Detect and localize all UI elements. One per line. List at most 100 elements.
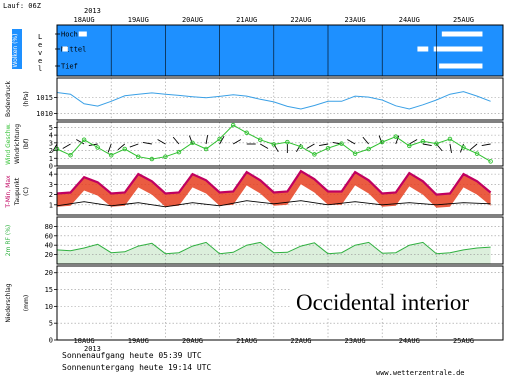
run-label: Lauf: 06Z bbox=[3, 2, 41, 10]
wind-direction-barb bbox=[157, 139, 166, 145]
site-url: www.wetterzentrale.de bbox=[376, 369, 465, 377]
wind-speed-point bbox=[81, 137, 87, 143]
cloud-axis-label: Wolken (%) bbox=[12, 34, 19, 68]
wind-speed-point bbox=[244, 130, 249, 136]
bottom-date-label: 18AUG bbox=[74, 337, 95, 345]
dewpoint-line bbox=[56, 200, 491, 208]
y-tick-label: 0 bbox=[49, 163, 53, 171]
wind-speed-point bbox=[420, 139, 426, 144]
watermark-background bbox=[290, 288, 500, 318]
top-date-labels: 18AUG 19AUG 20AUG 21AUG 22AUG 23AUG 24AUG 25AUG bbox=[74, 16, 474, 24]
wind-direction-barb bbox=[449, 143, 452, 153]
bottom-date-label: 19AUG bbox=[128, 337, 149, 345]
wind-speed-point bbox=[298, 144, 304, 149]
wind-direction-barb bbox=[107, 143, 112, 153]
panel-frame bbox=[56, 265, 504, 341]
y-tick-label: 3 bbox=[49, 181, 53, 189]
panel-axis-label: (hPa) bbox=[23, 91, 30, 107]
wind-direction-barb bbox=[76, 139, 85, 145]
panel-axis-label: 2m RF (%) bbox=[5, 225, 12, 256]
wind-speed-point bbox=[163, 154, 168, 159]
wind-speed-point bbox=[474, 151, 480, 156]
wind-direction-barb bbox=[117, 143, 126, 151]
wind-direction-barb bbox=[52, 143, 58, 153]
panel-axis-label: T-Min, Max bbox=[5, 175, 12, 209]
panel-frame bbox=[56, 121, 504, 167]
wind-direction-barb bbox=[395, 135, 400, 145]
wind-direction-barb bbox=[219, 135, 225, 145]
panel-frame bbox=[56, 216, 504, 265]
wind-speed-point bbox=[190, 140, 195, 146]
wind-speed-point bbox=[393, 134, 399, 139]
bottom-date-label: 24AUG bbox=[399, 337, 420, 345]
wind-speed-point bbox=[230, 122, 236, 128]
cloud-patch bbox=[433, 46, 483, 52]
bottom-date-label: 22AUG bbox=[290, 337, 311, 345]
wind-speed-point bbox=[325, 145, 331, 151]
panel-frame bbox=[56, 77, 504, 121]
wind-speed-point bbox=[108, 152, 114, 158]
wind-speed-point bbox=[203, 146, 209, 152]
y-tick-label: 20 bbox=[45, 269, 53, 277]
y-tick-label: 10 bbox=[45, 303, 53, 311]
wind-speed-point bbox=[217, 136, 222, 142]
wind-speed-point bbox=[68, 152, 73, 158]
y-tick-label: 1015 bbox=[36, 94, 53, 102]
level-axis-letter: L bbox=[38, 33, 42, 41]
y-tick-label: 4 bbox=[49, 132, 53, 140]
panel-axis-label: (C) bbox=[23, 187, 30, 196]
wind-speed-point bbox=[339, 141, 344, 146]
wind-direction-barb bbox=[409, 139, 418, 145]
cloud-level-label: Mittel bbox=[61, 46, 86, 54]
wind-speed-point bbox=[136, 154, 141, 159]
y-tick-label: 1 bbox=[49, 201, 53, 209]
panel-axis-label: Wind Geschw. bbox=[5, 123, 12, 165]
wind-speed-point bbox=[271, 142, 277, 147]
wind-speed-point bbox=[379, 139, 385, 145]
bottom-date-labels: 18AUG 19AUG 20AUG 21AUG 22AUG 23AUG 24AUG 25AUG bbox=[74, 337, 474, 345]
top-year: 2013 bbox=[84, 7, 101, 15]
top-date-label: 20AUG bbox=[182, 16, 203, 24]
wind-direction-barb bbox=[142, 141, 152, 145]
cloud-axis-label-box bbox=[12, 29, 22, 69]
y-tick-label: 0 bbox=[49, 337, 53, 345]
wind-speed-point bbox=[122, 146, 127, 152]
cloud-panel-background bbox=[57, 25, 503, 76]
bottom-date-label: 20AUG bbox=[182, 337, 203, 345]
wind-direction-barb bbox=[260, 143, 269, 149]
y-tick-label: 80 bbox=[45, 223, 53, 231]
wind-speed-point bbox=[461, 145, 466, 150]
temperature-line bbox=[56, 169, 492, 196]
level-axis-letter: e bbox=[38, 41, 42, 49]
wind-speed-point bbox=[352, 151, 358, 156]
y-tick-label: 1 bbox=[49, 155, 53, 163]
wind-speed-point bbox=[95, 145, 100, 150]
top-date-label: 19AUG bbox=[128, 16, 149, 24]
wind-direction-barb bbox=[481, 143, 491, 147]
panel-axis-label: Bodendruck bbox=[5, 81, 12, 117]
sunset-text: Sonnenuntergang heute 19:14 UTC bbox=[62, 363, 211, 372]
wind-speed-point bbox=[258, 137, 263, 143]
wind-direction-barb bbox=[205, 135, 209, 145]
panel-axis-label: Taupunkt bbox=[14, 177, 21, 206]
cloud-patch bbox=[441, 31, 483, 37]
wind-direction-barb bbox=[469, 143, 478, 151]
wind-speed-point bbox=[407, 143, 412, 149]
wind-direction-barb bbox=[347, 139, 356, 145]
wind-direction-barb bbox=[362, 136, 369, 145]
bottom-date-label: 23AUG bbox=[345, 337, 366, 345]
top-date-label: 21AUG bbox=[236, 16, 257, 24]
cloud-level-label: Tief bbox=[61, 63, 78, 71]
wind-direction-barb bbox=[422, 143, 432, 147]
y-tick-label: 3 bbox=[49, 139, 53, 147]
wind-speed-point bbox=[149, 156, 155, 162]
wind-direction-barb bbox=[62, 143, 71, 149]
wind-speed-point bbox=[312, 152, 317, 157]
top-date-label: 24AUG bbox=[399, 16, 420, 24]
level-axis-letter: l bbox=[38, 65, 42, 73]
y-tick-label: 15 bbox=[45, 286, 53, 294]
cloud-patch bbox=[439, 63, 483, 69]
